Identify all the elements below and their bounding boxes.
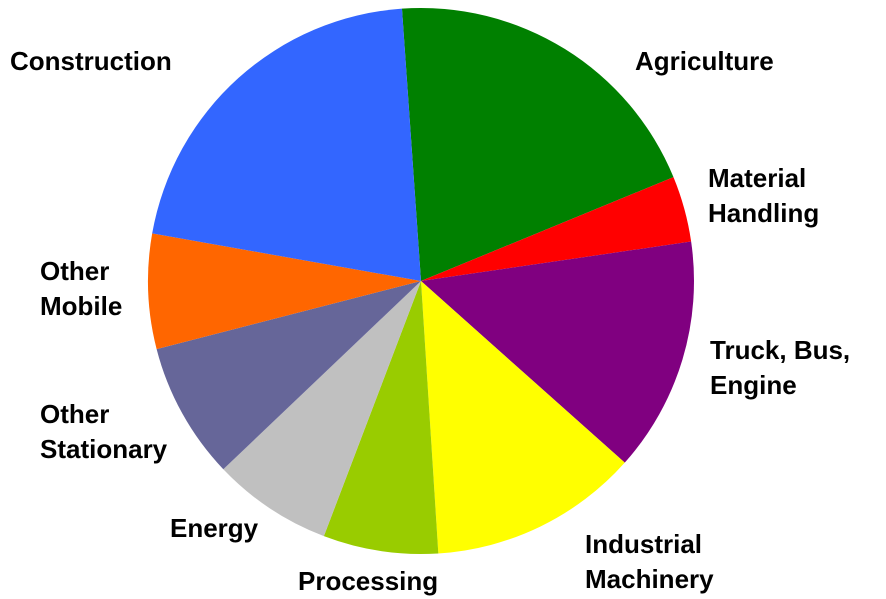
slice-label: Industrial Machinery xyxy=(585,529,714,594)
slice-label: Truck, Bus, Engine xyxy=(710,335,850,400)
slice-label: Processing xyxy=(298,566,438,596)
slice-label: Other Stationary xyxy=(40,399,168,464)
pie-slice xyxy=(152,8,421,282)
pie-slice xyxy=(421,241,694,463)
pie-slice xyxy=(401,8,674,282)
slice-label: Construction xyxy=(10,46,172,76)
slice-label: Energy xyxy=(170,513,259,543)
pie-slice xyxy=(421,281,625,554)
pie-slice xyxy=(323,281,439,555)
pie-slice xyxy=(148,233,421,350)
pie-slice xyxy=(223,281,421,537)
pie-slice xyxy=(421,177,692,281)
slice-label: Agriculture xyxy=(635,46,774,76)
slice-label: Other Mobile xyxy=(40,256,122,321)
pie-slice xyxy=(156,281,421,470)
slice-label: Material Handling xyxy=(708,163,819,228)
